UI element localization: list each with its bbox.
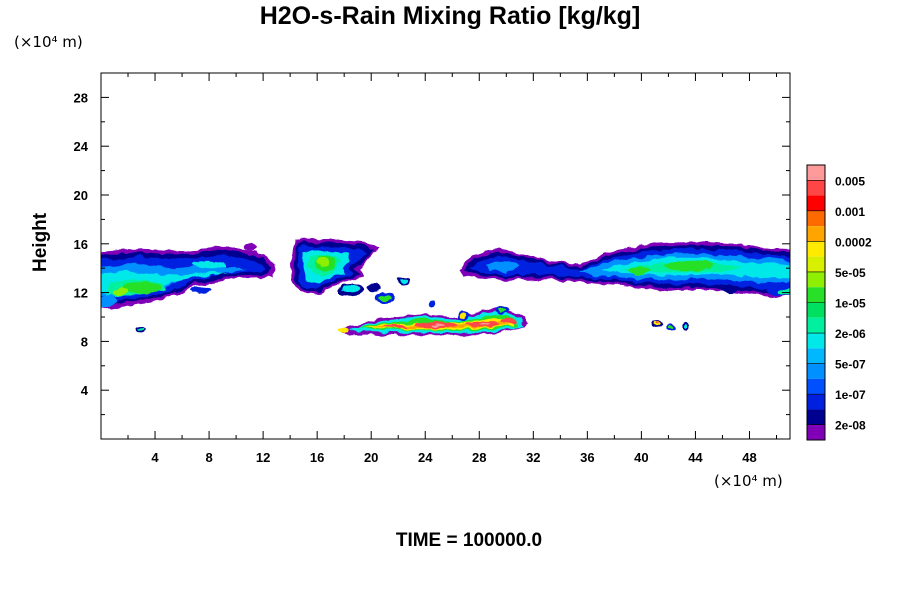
colorbar-swatch (807, 287, 825, 303)
y-tick-label: 28 (74, 90, 88, 105)
y-tick-label: 20 (74, 188, 88, 203)
cloud-fragment (101, 293, 118, 307)
cloud-core (664, 260, 713, 271)
colorbar-label: 2e-08 (835, 419, 866, 433)
colorbar-swatch (807, 394, 825, 410)
rain-max (479, 323, 491, 326)
colorbar-swatch (807, 241, 825, 257)
colorbar-swatch (807, 180, 825, 196)
rain-cell (498, 307, 507, 312)
x-tick-label: 8 (205, 450, 212, 465)
colorbar-label: 1e-05 (835, 297, 866, 311)
y-tick-label: 24 (74, 139, 89, 154)
cloud-core (626, 266, 651, 275)
colorbar-swatch (807, 317, 825, 334)
cloud-fragment (367, 284, 381, 292)
colorbar-swatch (807, 302, 825, 318)
colorbar-swatch (807, 256, 825, 272)
cloud-fragment (378, 293, 391, 302)
x-tick-label: 16 (310, 450, 324, 465)
x-tick-label: 48 (742, 450, 756, 465)
rain-max (500, 318, 518, 324)
colorbar-swatch (807, 195, 825, 211)
contour-fields (101, 238, 790, 336)
chart-title: H2O-s-Rain Mixing Ratio [kg/kg] (259, 2, 641, 30)
colorbar-swatch (807, 378, 825, 395)
y-axis: 4 8 12 16 20 24 28 (74, 90, 790, 416)
colorbar-swatch (807, 210, 825, 227)
colorbar-label: 2e-06 (835, 327, 866, 341)
y-axis-unit: (×10⁴ m) (14, 33, 83, 51)
rain-cell (459, 313, 468, 319)
cloud-body (486, 260, 520, 272)
colorbar-label: 5e-07 (835, 358, 866, 372)
cloud-fragment (719, 285, 739, 293)
y-tick-label: 8 (81, 334, 88, 349)
cloud-fragment (242, 243, 257, 252)
cloud-fragment (779, 288, 790, 295)
x-tick-label: 20 (364, 450, 378, 465)
x-axis-unit: (×10⁴ m) (714, 472, 783, 490)
cloud-core (121, 282, 162, 294)
cloud-fragment (342, 285, 360, 293)
time-label: TIME = 100000.0 (395, 530, 543, 551)
cloud-fragment (427, 301, 437, 309)
colorbar-swatch (807, 348, 825, 364)
colorbar-label: 1e-07 (835, 388, 866, 402)
colorbar-swatch (807, 409, 825, 425)
x-tick-label: 44 (688, 450, 703, 465)
cloud-core (772, 266, 790, 280)
small-cell (655, 320, 660, 324)
cloud-fragment (399, 278, 408, 283)
x-tick-label: 28 (472, 450, 486, 465)
y-tick-label: 4 (81, 383, 89, 398)
cloud-core (315, 257, 330, 267)
colorbar-swatch (807, 165, 825, 181)
x-axis: 4 8 12 16 20 24 28 32 36 40 44 48 (127, 73, 777, 465)
cloud-body (191, 260, 227, 269)
small-cell (668, 326, 674, 330)
colorbar-swatch (807, 333, 825, 349)
colorbar-swatch (807, 226, 825, 242)
rain-cell (338, 327, 350, 333)
x-tick-label: 32 (526, 450, 540, 465)
x-tick-label: 24 (418, 450, 433, 465)
small-cell (137, 329, 143, 332)
x-tick-label: 36 (580, 450, 594, 465)
colorbar-label: 0.001 (835, 205, 865, 219)
colorbar-swatch (807, 363, 825, 379)
small-cell (683, 323, 689, 328)
cloud-core (114, 287, 129, 296)
cloud-fragment (190, 286, 212, 294)
y-tick-label: 16 (74, 237, 88, 252)
y-tick-label: 12 (74, 286, 88, 301)
x-tick-label: 4 (151, 450, 159, 465)
x-tick-label: 12 (256, 450, 270, 465)
colorbar-label: 5e-05 (835, 266, 866, 280)
colorbar-label: 0.0002 (835, 235, 872, 249)
colorbar: 0.005 0.001 0.0002 5e-05 1e-05 2e-06 5e-07 1e-0… (806, 164, 872, 441)
plot-frame (100, 72, 791, 440)
colorbar-swatch (807, 424, 825, 440)
colorbar-swatch (807, 271, 825, 288)
rain-max (431, 323, 446, 327)
rain-max (384, 324, 407, 329)
x-tick-label: 40 (634, 450, 648, 465)
colorbar-label: 0.005 (835, 174, 865, 188)
